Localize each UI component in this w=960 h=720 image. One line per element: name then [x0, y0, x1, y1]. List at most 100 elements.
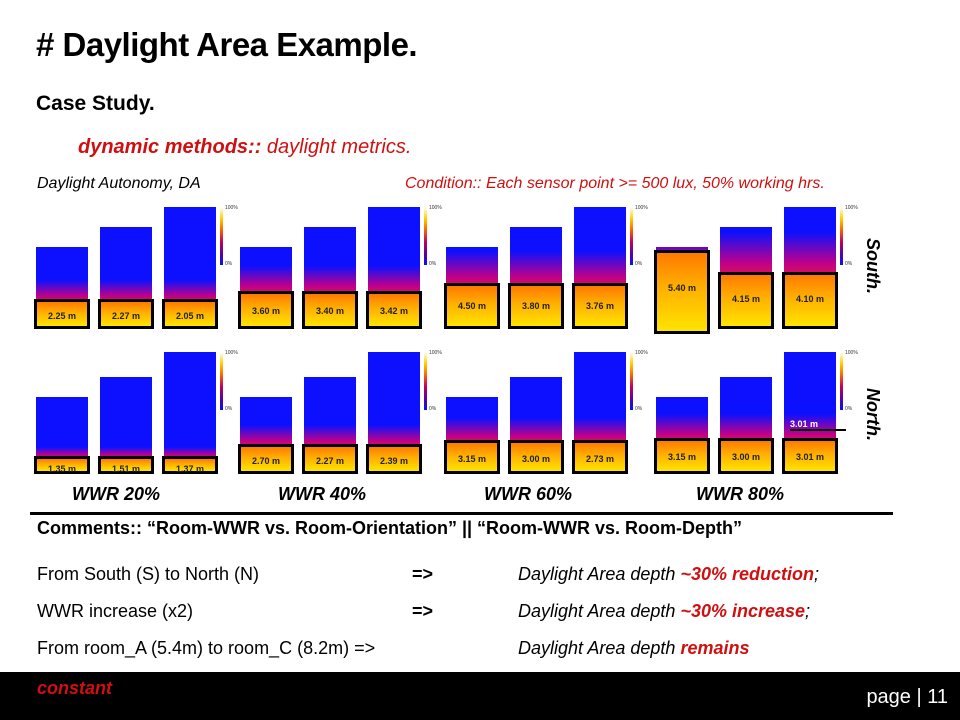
daylight-depth-label: 3.80 m	[521, 301, 551, 312]
legend-top-label: 100%	[845, 205, 858, 211]
color-scale-legend	[840, 207, 843, 265]
legend-top-label: 100%	[635, 205, 648, 211]
room-bar-north	[164, 352, 216, 472]
methods-bold: dynamic methods::	[78, 136, 262, 158]
orientation-south: South.	[863, 238, 883, 294]
daylight-area-box: 3.40 m	[302, 291, 358, 329]
daylight-depth-label: 3.76 m	[585, 301, 615, 312]
daylight-depth-label: 1.37 m	[175, 463, 205, 474]
legend-bottom-label: 0%	[845, 261, 853, 267]
daylight-depth-label: 3.15 m	[667, 452, 697, 463]
daylight-area-box: 3.60 m	[238, 291, 294, 329]
orientation-north: North.	[863, 388, 883, 441]
daylight-depth-label: 1.51 m	[111, 463, 141, 474]
daylight-area-box: 2.25 m	[34, 299, 90, 329]
slide-title: # Daylight Area Example.	[36, 26, 418, 63]
daylight-depth-label: 5.40 m	[667, 282, 697, 293]
daylight-depth-label: 2.05 m	[175, 311, 205, 322]
daylight-depth-label: 2.27 m	[111, 311, 141, 322]
daylight-area-box: 3.76 m	[572, 283, 628, 329]
footer-bar	[0, 672, 960, 720]
result-suffix: ;	[813, 564, 819, 584]
legend-top-label: 100%	[429, 350, 442, 356]
daylight-depth-label: 4.10 m	[795, 294, 825, 305]
daylight-area-box: 1.37 m	[162, 456, 218, 474]
legend-bottom-label: 0%	[635, 406, 643, 412]
page-number: page | 11	[866, 686, 948, 708]
daylight-area-box: 3.15 m	[654, 438, 710, 474]
continuation-text: constant	[37, 678, 113, 698]
color-scale-legend	[424, 207, 427, 265]
daylight-area-box: 2.70 m	[238, 444, 294, 474]
comparison-left-2: WWR increase (x2)	[37, 601, 194, 621]
north-depth-line-label: 3.01 m	[790, 419, 846, 431]
daylight-area-box: 1.35 m	[34, 456, 90, 474]
daylight-area-box: 2.39 m	[366, 444, 422, 474]
daylight-depth-label: 3.01 m	[795, 452, 825, 463]
daylight-area-box: 4.10 m	[782, 272, 838, 329]
result-highlight: ~30% reduction	[680, 564, 814, 584]
wwr-label-80: WWR 80%	[696, 484, 785, 504]
legend-bottom-label: 0%	[225, 261, 233, 267]
daylight-area-box: 3.00 m	[508, 440, 564, 474]
daylight-depth-label: 2.70 m	[251, 456, 281, 467]
legend-top-label: 100%	[845, 350, 858, 356]
color-scale-legend	[424, 352, 427, 410]
wwr-label-20: WWR 20%	[72, 484, 161, 504]
daylight-depth-label: 3.60 m	[251, 306, 281, 317]
daylight-depth-label: 3.40 m	[315, 306, 345, 317]
color-scale-legend	[220, 352, 223, 410]
wwr-label-60: WWR 60%	[484, 484, 573, 504]
comparison-left-3: From room_A (5.4m) to room_C (8.2m) =>	[37, 638, 376, 658]
daylight-area-box: 2.27 m	[302, 444, 358, 474]
legend-top-label: 100%	[225, 350, 238, 356]
comparison-left-1: From South (S) to North (N)	[37, 564, 260, 584]
daylight-area-box: 2.73 m	[572, 440, 628, 474]
result-prefix: Daylight Area depth	[518, 638, 681, 658]
daylight-area-box: 2.27 m	[98, 299, 154, 329]
daylight-depth-label: 3.15 m	[457, 453, 487, 464]
comparison-arrow-1: =>	[412, 564, 434, 584]
legend-top-label: 100%	[635, 350, 648, 356]
daylight-diagram: 2.25 m 2.27 m 2.05 m 100% 0% 3.60 m 3.40 m 3.42…	[34, 205, 858, 474]
methods-rest: daylight metrics.	[261, 136, 412, 158]
daylight-area-box: 4.50 m	[444, 283, 500, 329]
result-prefix: Daylight Area depth	[518, 601, 681, 621]
color-scale-legend	[840, 352, 843, 410]
daylight-depth-label: 4.50 m	[457, 301, 487, 312]
legend-bottom-label: 0%	[225, 406, 233, 412]
daylight-area-box: 3.42 m	[366, 291, 422, 329]
daylight-depth-label: 2.25 m	[47, 311, 77, 322]
daylight-area-box: 3.15 m	[444, 440, 500, 474]
case-study-heading: Case Study.	[36, 92, 155, 115]
daylight-area-box: 3.00 m	[718, 438, 774, 474]
daylight-area-box: 2.05 m	[162, 299, 218, 329]
comparison-arrow-2: =>	[412, 601, 434, 621]
daylight-depth-label: 2.73 m	[585, 453, 615, 464]
daylight-depth-label: 2.39 m	[379, 456, 409, 467]
result-prefix: Daylight Area depth	[518, 564, 681, 584]
daylight-area-box: 3.80 m	[508, 283, 564, 329]
comparison-result-1: Daylight Area depth ~30% reduction;	[518, 564, 819, 585]
comparison-result-3: Daylight Area depth remains	[518, 638, 749, 659]
daylight-depth-label: 3.00 m	[731, 452, 761, 463]
condition-text: Condition:: Each sensor point >= 500 lux…	[405, 175, 825, 192]
daylight-area-box: 3.01 m	[782, 438, 838, 474]
divider-line	[30, 512, 893, 515]
legend-bottom-label: 0%	[635, 261, 643, 267]
daylight-depth-label: 1.35 m	[47, 463, 77, 474]
wwr-label-40: WWR 40%	[278, 484, 367, 504]
result-highlight: ~30% increase	[680, 601, 806, 621]
daylight-depth-label: 2.27 m	[315, 456, 345, 467]
comments-heading: Comments:: “Room-WWR vs. Room-Orientatio…	[37, 518, 743, 538]
legend-top-label: 100%	[429, 205, 442, 211]
daylight-depth-label: 3.42 m	[379, 306, 409, 317]
color-scale-legend	[220, 207, 223, 265]
legend-bottom-label: 0%	[429, 261, 437, 267]
legend-bottom-label: 0%	[845, 406, 853, 412]
methods-line: dynamic methods:: daylight metrics.	[78, 136, 411, 159]
legend-bottom-label: 0%	[429, 406, 437, 412]
result-highlight: remains	[680, 638, 750, 658]
daylight-area-box: 5.40 m	[654, 250, 710, 334]
daylight-area-box: 4.15 m	[718, 272, 774, 329]
